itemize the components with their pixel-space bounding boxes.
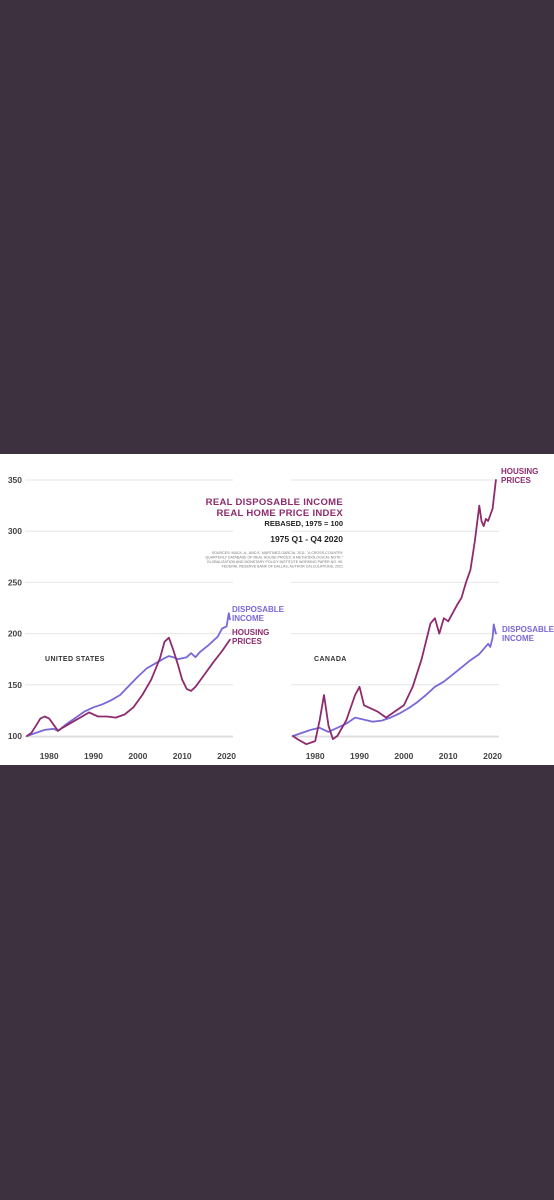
y-tick-label-350: 350 [8,475,22,485]
x-tick-label-p0-2020: 2020 [217,751,236,761]
series-label-p1-housing-prices-1: PRICES [501,476,531,485]
y-tick-label-250: 250 [8,577,22,587]
chart-title-line-1: REAL DISPOSABLE INCOME [206,497,343,508]
region-label-p1: CANADA [314,656,347,663]
region-label-p0: UNITED STATES [45,656,105,663]
x-tick-label-p1-2000: 2000 [394,751,413,761]
series-label-p1-disposable-income-0: DISPOSABLE [502,625,554,634]
x-tick-label-p0-1980: 1980 [40,751,59,761]
x-tick-label-p0-2000: 2000 [128,751,147,761]
series-line-p1-disposable-income [292,623,497,737]
chart-subtitle: REBASED, 1975 = 100 [264,519,343,528]
source-line-4: FEDERAL RESERVE BANK OF DALLAS; AUTHOR C… [222,565,343,569]
x-tick-label-p1-1980: 1980 [306,751,325,761]
x-tick-label-p1-2010: 2010 [439,751,458,761]
source-line-3: GLOBALIZATION AND MONETARY POLICY INSTIT… [207,560,343,564]
series-label-p0-disposable-income-0: DISPOSABLE [232,605,285,614]
chart-title-line-2: REAL HOME PRICE INDEX [217,508,344,519]
x-tick-label-p1-1990: 1990 [350,751,369,761]
x-tick-label-p0-1990: 1990 [84,751,103,761]
source-line-2: QUARTERLY DATABASE OF REAL HOUSE PRICES:… [205,556,343,560]
x-tick-label-p1-2020: 2020 [483,751,502,761]
series-label-p0-housing-prices-0: HOUSING [232,628,269,637]
series-line-p0-housing-prices [26,636,231,737]
series-label-p0-disposable-income-1: INCOME [232,614,265,623]
y-tick-label-200: 200 [8,629,22,639]
chart-canvas: 100 150 200 250 300 350 1980 1990 2000 2010 2020 19… [8,467,554,761]
x-tick-label-p0-2010: 2010 [173,751,192,761]
series-line-p1-housing-prices [292,479,497,746]
series-label-p1-disposable-income-1: INCOME [502,634,535,643]
series-label-p1-housing-prices-0: HOUSING [501,467,538,476]
chart-title-block: REAL DISPOSABLE INCOME REAL HOME PRICE I… [205,497,343,569]
series-layer [26,479,497,746]
y-tick-label-100: 100 [8,731,22,741]
label-layer: UNITED STATESDISPOSABLEINCOMEHOUSINGPRIC… [45,467,554,663]
series-line-p0-disposable-income [26,612,231,737]
chart-period: 1975 Q1 - Q4 2020 [270,534,343,544]
series-label-p0-housing-prices-1: PRICES [232,637,262,646]
chart-panel: 100 150 200 250 300 350 1980 1990 2000 2010 2020 19… [0,454,554,765]
grid-layer [25,479,499,737]
axis-layer: 100 150 200 250 300 350 1980 1990 2000 2010 2020 19… [8,475,502,761]
source-line-1: SOURCES: MACK, A., AND E. MARTINEZ-GARCI… [212,551,344,555]
y-tick-label-300: 300 [8,526,22,536]
y-tick-label-150: 150 [8,680,22,690]
